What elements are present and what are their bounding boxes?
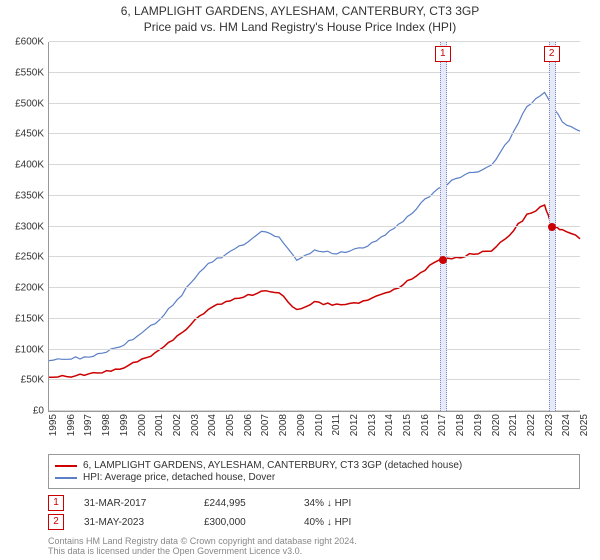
y-axis-label: £350K xyxy=(15,190,49,201)
chart-svg xyxy=(49,42,580,411)
event-date: 31-MAY-2023 xyxy=(84,517,184,528)
event-table-row: 2 31-MAY-2023 £300,000 40% ↓ HPI xyxy=(48,514,580,530)
y-axis-label: £100K xyxy=(15,344,49,355)
event-badge: 1 xyxy=(435,46,451,62)
event-badge: 2 xyxy=(544,46,560,62)
chart-subtitle: Price paid vs. HM Land Registry's House … xyxy=(0,20,600,34)
y-axis-label: £150K xyxy=(15,313,49,324)
legend-swatch-icon xyxy=(55,465,77,467)
footer: Contains HM Land Registry data © Crown c… xyxy=(48,536,580,556)
x-axis-label: 2008 xyxy=(278,414,289,436)
x-axis-label: 2000 xyxy=(137,414,148,436)
gridline xyxy=(49,410,580,411)
gridline xyxy=(49,379,580,380)
gridline xyxy=(49,318,580,319)
x-axis-label: 1996 xyxy=(66,414,77,436)
event-price: £300,000 xyxy=(204,517,284,528)
x-axis-label: 2017 xyxy=(437,414,448,436)
x-axis-label: 2002 xyxy=(172,414,183,436)
x-axis-label: 1998 xyxy=(101,414,112,436)
y-axis-label: £0 xyxy=(33,406,49,417)
x-axis-label: 2012 xyxy=(349,414,360,436)
legend-row: 6, LAMPLIGHT GARDENS, AYLESHAM, CANTERBU… xyxy=(55,460,573,471)
event-delta: 34% ↓ HPI xyxy=(304,498,394,509)
y-axis-label: £550K xyxy=(15,67,49,78)
event-table-badge: 2 xyxy=(48,514,64,530)
gridline xyxy=(49,164,580,165)
event-marker-icon xyxy=(439,256,447,264)
y-axis-label: £300K xyxy=(15,221,49,232)
x-axis-label: 2007 xyxy=(260,414,271,436)
x-axis-label: 2025 xyxy=(579,414,590,436)
x-axis-label: 2024 xyxy=(561,414,572,436)
x-axis-label: 2009 xyxy=(296,414,307,436)
legend-label: 6, LAMPLIGHT GARDENS, AYLESHAM, CANTERBU… xyxy=(83,460,462,471)
x-axis-label: 1995 xyxy=(48,414,59,436)
gridline xyxy=(49,287,580,288)
x-axis-label: 2015 xyxy=(402,414,413,436)
y-axis-label: £400K xyxy=(15,160,49,171)
legend-row: HPI: Average price, detached house, Dove… xyxy=(55,472,573,483)
x-axis-label: 2023 xyxy=(544,414,555,436)
x-axis-label: 2022 xyxy=(526,414,537,436)
x-axis-label: 2001 xyxy=(154,414,165,436)
x-axis-label: 2014 xyxy=(384,414,395,436)
legend-label: HPI: Average price, detached house, Dove… xyxy=(83,472,275,483)
x-axis-label: 2003 xyxy=(190,414,201,436)
series-line xyxy=(49,205,580,377)
title-block: 6, LAMPLIGHT GARDENS, AYLESHAM, CANTERBU… xyxy=(0,0,600,36)
x-axis-label: 2019 xyxy=(473,414,484,436)
x-axis-label: 1997 xyxy=(83,414,94,436)
x-axis-label: 2005 xyxy=(225,414,236,436)
x-axis-label: 2011 xyxy=(331,414,342,436)
y-axis-label: £600K xyxy=(15,37,49,48)
y-axis-label: £50K xyxy=(21,375,49,386)
x-axis-label: 2016 xyxy=(420,414,431,436)
events-table: 1 31-MAR-2017 £244,995 34% ↓ HPI 2 31-MAY-202… xyxy=(48,495,580,530)
event-delta: 40% ↓ HPI xyxy=(304,517,394,528)
x-axis-label: 2006 xyxy=(243,414,254,436)
y-axis-label: £500K xyxy=(15,98,49,109)
gridline xyxy=(49,349,580,350)
x-axis-label: 1999 xyxy=(119,414,130,436)
footer-line: This data is licensed under the Open Gov… xyxy=(48,546,580,556)
event-table-badge: 1 xyxy=(48,495,64,511)
x-axis-label: 2013 xyxy=(367,414,378,436)
x-axis-label: 2018 xyxy=(455,414,466,436)
y-axis-label: £200K xyxy=(15,283,49,294)
gridline xyxy=(49,103,580,104)
x-axis-label: 2020 xyxy=(491,414,502,436)
event-band xyxy=(440,42,447,411)
x-axis-label: 2021 xyxy=(508,414,519,436)
y-axis-label: £250K xyxy=(15,252,49,263)
legend-swatch-icon xyxy=(55,477,77,479)
gridline xyxy=(49,72,580,73)
gridline xyxy=(49,226,580,227)
event-table-row: 1 31-MAR-2017 £244,995 34% ↓ HPI xyxy=(48,495,580,511)
gridline xyxy=(49,195,580,196)
event-date: 31-MAR-2017 xyxy=(84,498,184,509)
x-axis-labels: 1995 1996 1997 1998 1999 2000 2001 2002 2003 2004… xyxy=(48,412,580,448)
chart-title: 6, LAMPLIGHT GARDENS, AYLESHAM, CANTERBU… xyxy=(0,4,600,18)
event-marker-icon xyxy=(548,223,556,231)
gridline xyxy=(49,133,580,134)
gridline xyxy=(49,256,580,257)
x-axis-label: 2010 xyxy=(314,414,325,436)
chart-area: £0£50K£100K£150K£200K£250K£300K£350K£400… xyxy=(48,42,580,412)
event-price: £244,995 xyxy=(204,498,284,509)
legend-box: 6, LAMPLIGHT GARDENS, AYLESHAM, CANTERBU… xyxy=(48,454,580,489)
footer-line: Contains HM Land Registry data © Crown c… xyxy=(48,536,580,546)
gridline xyxy=(49,41,580,42)
x-axis-label: 2004 xyxy=(207,414,218,436)
y-axis-label: £450K xyxy=(15,129,49,140)
